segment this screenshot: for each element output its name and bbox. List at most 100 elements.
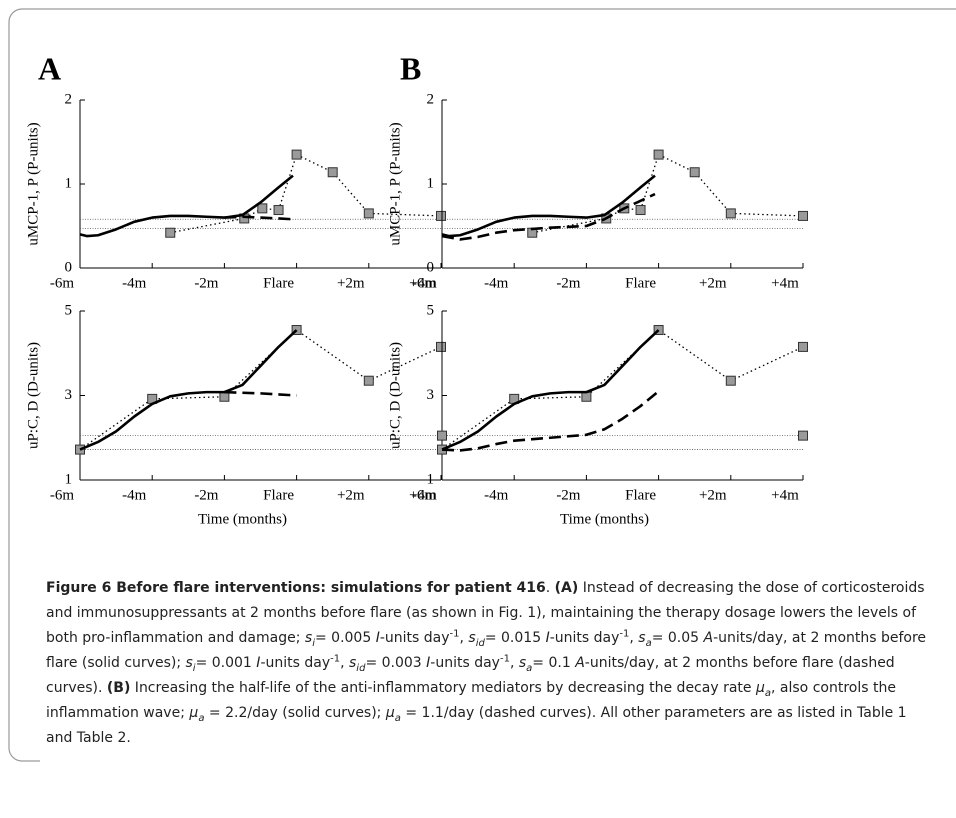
caption-text: , (629, 630, 639, 646)
caption-text: μ (385, 705, 395, 721)
caption-text: , (340, 655, 349, 671)
caption-text: -units/day, at 2 months before flare (so… (46, 630, 927, 671)
x-tick-label: Flare (263, 487, 294, 503)
data-point (798, 210, 808, 221)
data-point (725, 375, 736, 386)
frame (8, 8, 956, 762)
caption-text: -units day (430, 655, 500, 671)
curve (441, 192, 656, 241)
y-tick-label: 0 (427, 259, 435, 275)
data-point (257, 203, 268, 214)
x-tick-label: -6m (50, 487, 74, 503)
x-tick-label: -2m (194, 275, 218, 291)
caption-text: -units day (379, 630, 450, 646)
y-tick-label: 5 (427, 302, 435, 318)
caption-text: a (764, 687, 772, 699)
caption-text: A (575, 655, 585, 671)
caption-text: s (518, 655, 527, 671)
caption-text: = 0.015 (484, 630, 546, 646)
x-tick-label: +2m (699, 487, 727, 503)
caption-text: , also controls the inflammation wave; (46, 680, 896, 721)
caption-text: -1 (330, 653, 341, 665)
caption-text: . (545, 580, 555, 596)
caption-text: I (375, 630, 380, 646)
x-tick-label: -4m (484, 275, 508, 291)
caption-text: = 0.1 (532, 655, 576, 671)
caption-text: A (703, 630, 714, 646)
y-axis-label: uMCP-1, P (P-units) (387, 122, 403, 245)
caption-text: -units day (260, 655, 331, 671)
x-tick-label: -6m (412, 275, 436, 291)
caption-text: = 0.001 (195, 655, 257, 671)
y-tick-label: 1 (427, 175, 435, 191)
caption-text: a (198, 712, 205, 724)
curve (224, 215, 294, 221)
caption-text: = 2.2/day (solid curves); (204, 705, 386, 721)
y-tick-label: 0 (65, 259, 73, 275)
y-tick-label: 5 (65, 302, 73, 318)
data-point (436, 210, 446, 221)
curve (224, 390, 297, 397)
data-point (635, 205, 646, 216)
x-tick-label: +2m (699, 275, 727, 291)
caption-text: -1 (619, 628, 630, 640)
data-point (653, 149, 664, 160)
caption-text: , (459, 630, 469, 646)
y-tick-label: 3 (65, 387, 73, 403)
caption-text: I (426, 655, 431, 671)
x-tick-label: -2m (556, 275, 580, 291)
caption-text: s (468, 630, 476, 646)
y-axis-label: uP:C, D (D-units) (25, 342, 41, 449)
x-tick-label: +4m (409, 275, 437, 291)
y-tick-label: 2 (65, 91, 73, 107)
y-axis-label: uMCP-1, P (P-units) (25, 122, 41, 245)
caption-text: s (349, 655, 357, 671)
caption-text: a (645, 637, 652, 649)
x-tick-label: +4m (771, 275, 799, 291)
x-axis-label: Time (months) (198, 511, 287, 527)
panel-label: A (38, 50, 61, 86)
caption-text: (A) (554, 580, 579, 596)
caption-text: s (638, 630, 646, 646)
y-tick-label: 2 (427, 91, 435, 107)
curve (532, 153, 804, 234)
data-point (273, 205, 284, 216)
caption-text: a (394, 712, 401, 724)
caption-text: I (545, 630, 550, 646)
data-point (798, 430, 808, 441)
x-tick-label: +2m (337, 275, 365, 291)
data-point (436, 341, 446, 352)
caption-text: μ (755, 680, 765, 696)
caption-text: s (185, 655, 193, 671)
caption-text: μ (189, 705, 199, 721)
caption-text: i (312, 637, 315, 649)
curve (441, 390, 660, 452)
caption-text: -units day (549, 630, 620, 646)
y-axis-label: uP:C, D (D-units) (387, 342, 403, 449)
caption-text: s (304, 630, 313, 646)
curve (79, 174, 294, 238)
curve (441, 329, 804, 451)
caption-text: Figure 6 Before flare interventions: sim… (46, 580, 546, 596)
caption-text: -1 (499, 653, 510, 665)
caption-text: I (256, 655, 261, 671)
x-tick-label: -2m (556, 487, 580, 503)
x-tick-label: Flare (263, 275, 294, 291)
data-point (798, 341, 808, 352)
data-point (689, 167, 700, 178)
caption-text: -units/day, at 2 months before flare (da… (46, 655, 895, 696)
curve (79, 329, 442, 451)
caption-text: = 0.005 (314, 630, 376, 646)
caption-text: = 0.05 (651, 630, 704, 646)
caption-text: , (509, 655, 519, 671)
data-point (363, 208, 374, 219)
caption-text: Instead of decreasing the dose of cortic… (46, 580, 925, 646)
caption-text: -1 (449, 628, 460, 640)
y-tick-label: 1 (65, 471, 73, 487)
data-point (219, 391, 230, 402)
caption-text: (B) (106, 680, 131, 696)
panel-label: B (400, 50, 421, 86)
data-point (327, 167, 338, 178)
